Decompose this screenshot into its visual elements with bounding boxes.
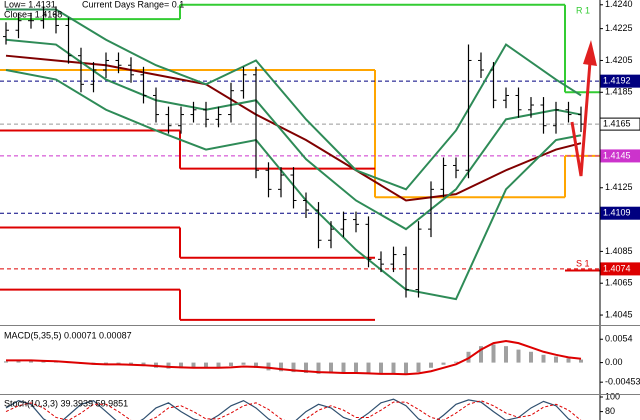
macd-bar — [116, 362, 121, 364]
indicator-title: Stoch(10,3,3) 39.3939 59.9851 — [4, 398, 128, 408]
indicator-line — [6, 339, 582, 376]
y-tick-label: 1.4185 — [605, 87, 633, 97]
macd-bar — [366, 362, 371, 374]
macd-bar — [429, 362, 433, 368]
y-tick-label: 80 — [605, 406, 615, 416]
y-tick-label: 1.4225 — [605, 23, 633, 33]
macd-bar — [129, 362, 133, 365]
macd-bar — [16, 360, 21, 363]
macd-bar — [304, 362, 308, 373]
macd-bar — [229, 362, 233, 367]
y-tick-label: -0.00453 — [605, 377, 640, 387]
price-label: 1.4165 — [603, 118, 631, 128]
macd-bar — [266, 362, 271, 371]
macd-bar — [179, 362, 183, 369]
macd-bar — [454, 361, 458, 363]
macd-bar — [391, 362, 396, 374]
indicator-line — [5, 38, 582, 231]
macd-bar — [291, 362, 296, 373]
macd-bar — [554, 356, 558, 363]
macd-bar — [354, 362, 358, 373]
macd-bar — [379, 362, 383, 375]
price-label: 1.4074 — [603, 263, 631, 273]
macd-bar — [29, 360, 33, 363]
macd-bar — [204, 362, 208, 368]
level-annotation: S 1 — [576, 259, 590, 269]
forecast-arrow — [570, 61, 592, 177]
macd-bar — [341, 362, 346, 373]
macd-bar — [216, 362, 221, 368]
macd-bar — [479, 346, 483, 363]
indicator-line — [5, 398, 572, 420]
macd-bar — [404, 362, 408, 375]
macd-bar — [529, 351, 533, 363]
macd-bar — [579, 359, 583, 363]
macd-bar — [566, 358, 571, 363]
macd-bar — [316, 362, 321, 374]
y-tick-label: 1.4085 — [605, 246, 633, 256]
macd-bar — [191, 362, 196, 368]
y-tick-label: 0.0054 — [605, 334, 633, 344]
indicator-line — [5, 400, 582, 420]
macd-bar — [516, 349, 521, 363]
y-tick-label: 100 — [605, 391, 620, 401]
forecast-arrow-head — [583, 40, 597, 66]
header-info: Close= 1.4168 — [4, 9, 62, 19]
macd-bar — [279, 362, 283, 372]
price-label: 1.4192 — [603, 76, 631, 86]
macd-bar — [491, 344, 496, 363]
header-info: Low= 1.4131 — [4, 0, 56, 9]
macd-bar — [41, 361, 46, 363]
macd-bar — [416, 362, 421, 373]
level-annotation: R 1 — [576, 6, 590, 16]
y-tick-label: 1.4065 — [605, 278, 633, 288]
indicator-line — [6, 8, 582, 191]
indicator-title: MACD(5,35,5) 0.00071 0.00087 — [4, 330, 132, 340]
macd-bar — [504, 346, 508, 363]
y-tick-label: 1.4240 — [605, 0, 633, 9]
macd-bar — [4, 361, 8, 363]
y-tick-label: 1.4045 — [605, 309, 633, 319]
price-label: 1.4145 — [603, 150, 631, 160]
header-info: Current Days Range= 0.1 — [82, 0, 184, 9]
macd-bar — [329, 362, 333, 374]
y-tick-label: 1.4205 — [605, 55, 633, 65]
y-tick-label: 0.00 — [605, 357, 623, 367]
macd-bar — [541, 354, 546, 363]
price-label: 1.4109 — [603, 208, 631, 218]
macd-bar — [441, 362, 446, 365]
macd-bar — [241, 362, 246, 365]
y-tick-label: 1.4125 — [605, 182, 633, 192]
macd-bar — [254, 362, 258, 368]
macd-bar — [166, 362, 171, 369]
